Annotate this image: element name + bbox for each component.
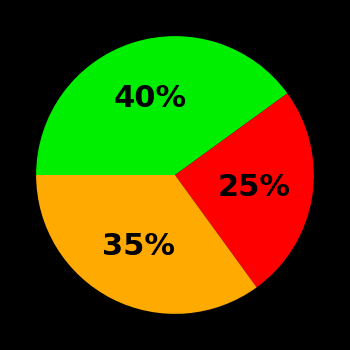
Wedge shape: [36, 36, 287, 175]
Text: 35%: 35%: [102, 232, 175, 261]
Text: 40%: 40%: [113, 84, 187, 113]
Wedge shape: [175, 93, 314, 287]
Text: 25%: 25%: [218, 173, 291, 202]
Wedge shape: [36, 175, 257, 314]
